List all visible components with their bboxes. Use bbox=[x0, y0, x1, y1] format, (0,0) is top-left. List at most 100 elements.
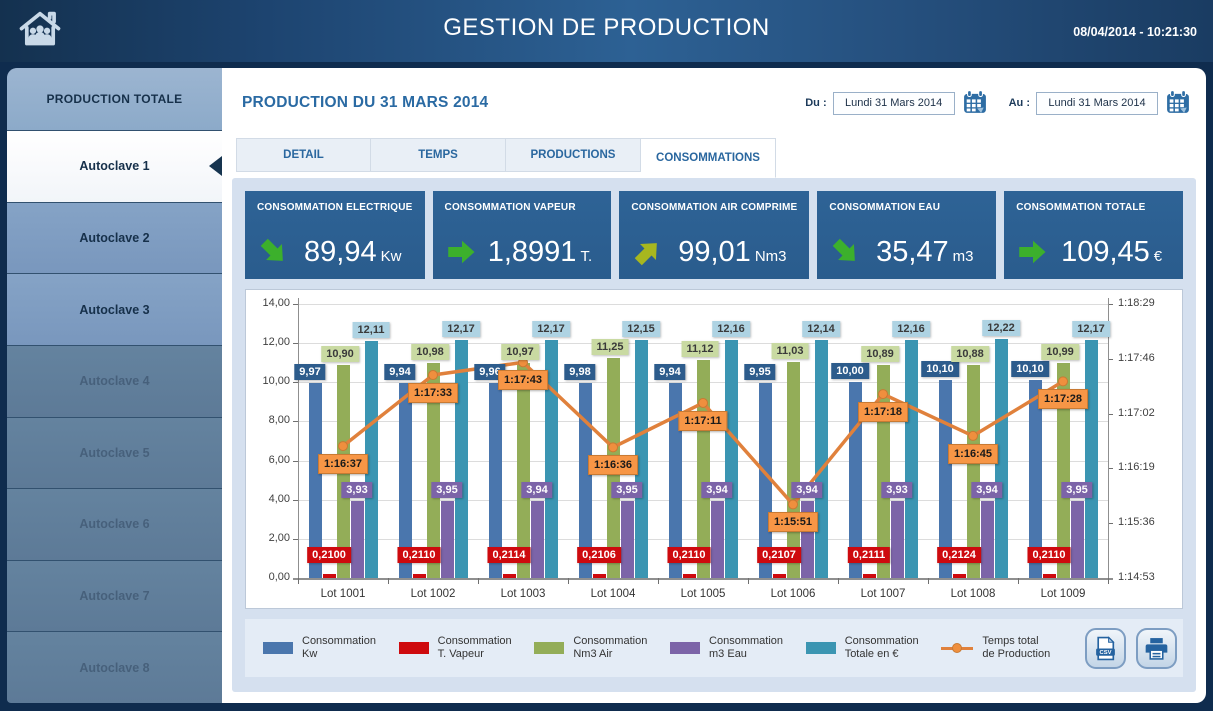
gridline bbox=[298, 304, 1108, 305]
totale-bar-value-label: 12,17 bbox=[1072, 320, 1110, 337]
kpi-title: CONSOMMATION ELECTRIQUE bbox=[257, 202, 413, 213]
date-to-calendar-button[interactable] bbox=[1164, 90, 1192, 116]
x-axis-tick bbox=[748, 578, 749, 584]
right-axis-tick bbox=[1108, 358, 1113, 360]
air-bar-value-label: 11,25 bbox=[591, 338, 629, 355]
vapeur-bar-value-label: 0,2111 bbox=[847, 547, 891, 563]
print-button[interactable] bbox=[1136, 627, 1177, 669]
left-axis-tick-label: 12,00 bbox=[262, 336, 290, 349]
home-icon bbox=[19, 11, 61, 46]
legend-line-marker bbox=[941, 642, 974, 654]
x-axis-tick bbox=[928, 578, 929, 584]
sidebar-item-autoclave-1[interactable]: Autoclave 1 bbox=[7, 131, 222, 203]
export-csv-button[interactable]: CSV bbox=[1085, 627, 1126, 669]
x-axis-tick bbox=[658, 578, 659, 584]
vapeur-bar-value-label: 0,2110 bbox=[1027, 547, 1071, 563]
legend-item-m3-eau: Consommation m3 Eau bbox=[670, 635, 806, 661]
sidebar-item-label: Autoclave 2 bbox=[79, 230, 150, 245]
sidebar: PRODUCTION TOTALE Autoclave 1 Autoclave 2 A… bbox=[7, 68, 222, 703]
air-bar-value-label: 10,88 bbox=[951, 346, 989, 363]
totale-bar-value-label: 12,16 bbox=[892, 321, 930, 337]
legend-color-chip bbox=[670, 642, 701, 654]
line-point-marker bbox=[788, 499, 798, 510]
vapeur-bar-value-label: 0,2110 bbox=[667, 547, 711, 563]
sidebar-item-autoclave-2[interactable]: Autoclave 2 bbox=[7, 202, 222, 275]
vapeur-bar-value-label: 0,2100 bbox=[307, 547, 351, 563]
vapeur-bar bbox=[592, 573, 606, 578]
air-bar-value-label: 11,12 bbox=[681, 341, 719, 358]
x-category-label: Lot 1006 bbox=[770, 588, 816, 600]
legend-label: Temps total de Production bbox=[982, 635, 1051, 660]
sidebar-item-label: PRODUCTION TOTALE bbox=[46, 92, 183, 106]
air-bar-value-label: 10,89 bbox=[861, 345, 899, 362]
eau-bar-value-label: 3,93 bbox=[881, 482, 913, 499]
kpi-value-row: 89,94 Kw bbox=[245, 225, 425, 279]
left-axis-tick-label: 2,00 bbox=[268, 531, 290, 544]
vapeur-bar-value-label: 0,2107 bbox=[757, 547, 801, 563]
time-value-label: 1:17:11 bbox=[678, 410, 728, 431]
time-value-label: 1:17:33 bbox=[408, 383, 458, 404]
date-from-input[interactable]: Lundi 31 Mars 2014 bbox=[832, 91, 955, 115]
eau-bar bbox=[980, 500, 994, 578]
totale-bar bbox=[994, 338, 1008, 578]
kw-bar-value-label: 10,10 bbox=[921, 361, 959, 378]
eau-bar-value-label: 3,93 bbox=[341, 482, 373, 499]
sidebar-item-label: Autoclave 7 bbox=[79, 589, 150, 604]
right-axis-tick-label: 1:18:29 bbox=[1118, 297, 1155, 309]
consumption-chart: 0,00 2,00 4,00 6,00 8,00 10,00 12,00 14,00 1:14:… bbox=[245, 289, 1183, 609]
line-point-marker bbox=[428, 370, 438, 381]
sidebar-item-production-totale[interactable]: PRODUCTION TOTALE bbox=[7, 68, 222, 131]
app-title: GESTION DE PRODUCTION bbox=[443, 14, 770, 41]
vapeur-bar bbox=[502, 573, 516, 578]
x-axis-tick bbox=[478, 578, 479, 584]
left-axis-tick bbox=[293, 343, 298, 345]
line-point-marker bbox=[338, 441, 348, 452]
left-axis-tick bbox=[293, 304, 298, 305]
tab-consommations[interactable]: CONSOMMATIONS bbox=[641, 138, 776, 178]
right-axis-tick bbox=[1108, 304, 1113, 305]
legend-color-chip bbox=[805, 642, 836, 654]
home-button[interactable] bbox=[16, 8, 64, 54]
legend-item-totale-en: Consommation Totale en € bbox=[805, 635, 942, 661]
eau-bar bbox=[440, 500, 454, 578]
kpi-value-row: 35,47 m3 bbox=[817, 225, 996, 279]
left-axis-tick-label: 0,00 bbox=[268, 571, 290, 583]
time-value-label: 1:17:43 bbox=[498, 370, 548, 391]
x-category-label: Lot 1001 bbox=[320, 588, 366, 600]
kpi-title: CONSOMMATION AIR COMPRIME bbox=[631, 202, 798, 213]
legend-label: Consommation Totale en € bbox=[844, 635, 919, 660]
totale-bar bbox=[904, 340, 918, 578]
printer-icon bbox=[1145, 637, 1168, 660]
svg-text:CSV: CSV bbox=[1100, 650, 1112, 656]
air-bar-value-label: 10,98 bbox=[411, 344, 449, 361]
tab-temps[interactable]: TEMPS bbox=[371, 138, 506, 172]
kpi-unit: € bbox=[1153, 247, 1163, 265]
kw-bar bbox=[398, 383, 412, 578]
legend-item-t-vapeur: Consommation T. Vapeur bbox=[398, 635, 535, 661]
date-from-calendar-button[interactable] bbox=[961, 90, 989, 116]
sidebar-item-autoclave-4: Autoclave 4 bbox=[7, 345, 222, 418]
sidebar-item-label: Autoclave 8 bbox=[79, 660, 150, 675]
left-axis-tick bbox=[293, 538, 298, 540]
legend-item-de-production: Temps total de Production bbox=[941, 635, 1077, 661]
tab-detail[interactable]: DETAIL bbox=[236, 138, 371, 172]
kw-bar bbox=[578, 382, 592, 578]
date-to-label: Au : bbox=[1008, 97, 1030, 109]
air-bar-value-label: 10,90 bbox=[321, 345, 359, 362]
line-point-marker bbox=[608, 442, 618, 453]
totale-bar-value-label: 12,17 bbox=[532, 320, 570, 337]
kpi-value: 109,45 € bbox=[1061, 235, 1163, 268]
header-datetime: 08/04/2014 - 10:21:30 bbox=[1073, 25, 1197, 39]
kpi-card-consommation-electrique: CONSOMMATION ELECTRIQUE 89,94 Kw bbox=[245, 191, 425, 279]
air-bar-value-label: 11,03 bbox=[771, 343, 809, 360]
kpi-title: CONSOMMATION TOTALE bbox=[1016, 202, 1146, 213]
sidebar-item-autoclave-3[interactable]: Autoclave 3 bbox=[7, 274, 222, 346]
right-axis-tick bbox=[1108, 413, 1113, 415]
totale-bar-value-label: 12,15 bbox=[622, 321, 660, 338]
vapeur-bar bbox=[772, 573, 786, 578]
air-bar bbox=[1056, 362, 1070, 578]
tab-productions[interactable]: PRODUCTIONS bbox=[506, 138, 641, 172]
legend-item-kw: Consommation Kw bbox=[263, 635, 399, 661]
x-category-label: Lot 1008 bbox=[950, 588, 996, 600]
date-to-input[interactable]: Lundi 31 Mars 2014 bbox=[1036, 91, 1158, 115]
